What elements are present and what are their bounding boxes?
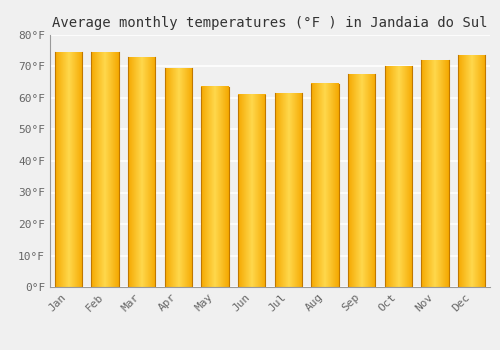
Title: Average monthly temperatures (°F ) in Jandaia do Sul: Average monthly temperatures (°F ) in Ja…: [52, 16, 488, 30]
